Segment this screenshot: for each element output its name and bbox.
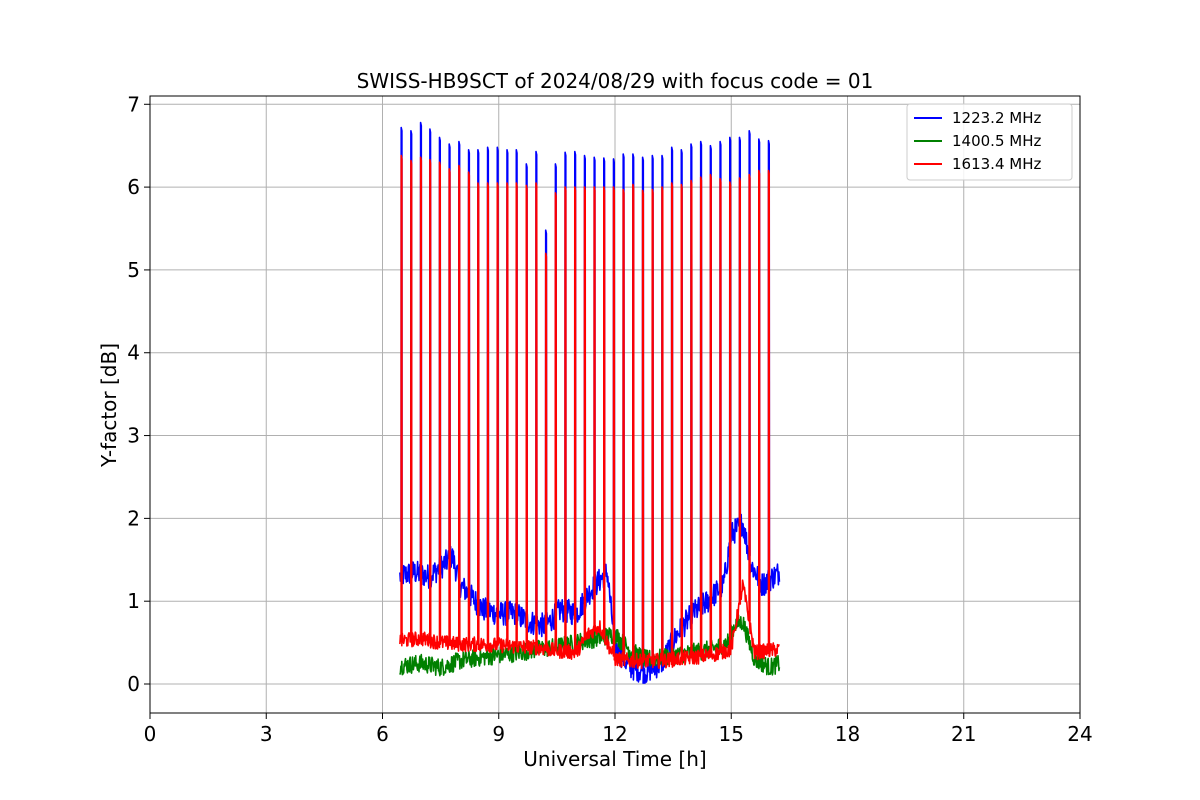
y-tick-label: 7 — [127, 92, 140, 116]
x-tick-label: 21 — [951, 722, 976, 746]
y-tick-label: 0 — [127, 672, 140, 696]
x-ticks: 0 3 6 9 12 15 18 21 24 — [144, 713, 1093, 746]
series-layer — [399, 121, 781, 684]
y-axis-label: Y-factor [dB] — [97, 343, 121, 468]
y-tick-label: 4 — [127, 341, 140, 365]
y-tick-label: 1 — [127, 589, 140, 613]
x-tick-label: 0 — [144, 722, 157, 746]
plot-area — [399, 121, 781, 684]
legend-label-0: 1223.2 MHz — [952, 109, 1041, 127]
y-tick-label: 2 — [127, 506, 140, 530]
series-line-2 — [399, 154, 780, 670]
x-tick-label: 9 — [492, 722, 505, 746]
x-tick-label: 6 — [376, 722, 389, 746]
x-tick-label: 15 — [719, 722, 744, 746]
x-tick-label: 12 — [602, 722, 627, 746]
y-ticks: 0 1 2 3 4 5 6 7 — [127, 92, 150, 696]
x-tick-label: 3 — [260, 722, 273, 746]
legend-box — [906, 103, 1073, 181]
y-tick-label: 3 — [127, 424, 140, 448]
series-line-1 — [399, 614, 781, 677]
legend: 1223.2 MHz 1400.5 MHz 1613.4 MHz — [906, 103, 1073, 181]
chart-title: SWISS-HB9SCT of 2024/08/29 with focus co… — [357, 69, 874, 93]
legend-label-1: 1400.5 MHz — [952, 132, 1041, 150]
legend-label-2: 1613.4 MHz — [952, 155, 1041, 173]
x-tick-label: 18 — [835, 722, 860, 746]
y-tick-label: 5 — [127, 258, 140, 282]
x-axis-label: Universal Time [h] — [523, 747, 706, 771]
series-line-0 — [399, 121, 781, 684]
x-tick-label: 24 — [1067, 722, 1092, 746]
y-tick-label: 6 — [127, 175, 140, 199]
